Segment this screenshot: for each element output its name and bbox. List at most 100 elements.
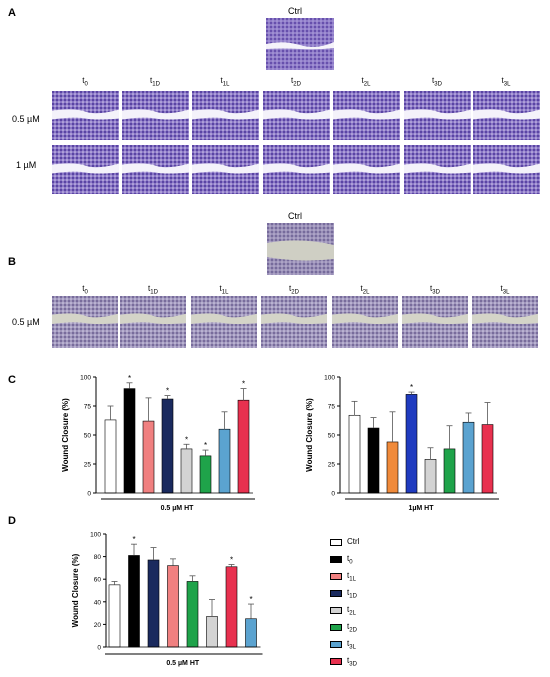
time-label-base: t bbox=[501, 76, 504, 85]
significance-marker: * bbox=[166, 387, 169, 396]
bar bbox=[481, 424, 494, 494]
time-label-sub: 1L bbox=[221, 289, 229, 296]
x-axis-label: 0.5 µM HT bbox=[166, 660, 200, 667]
legend-label-sub: 2D bbox=[349, 627, 357, 634]
bar bbox=[167, 565, 179, 648]
legend-item: Ctrl bbox=[330, 537, 359, 546]
time-label-base: t bbox=[360, 284, 363, 293]
bar bbox=[245, 618, 257, 648]
bar bbox=[104, 419, 117, 494]
y-tick-label: 80 bbox=[94, 554, 102, 561]
y-tick-label: 40 bbox=[94, 599, 102, 606]
micrograph-tile bbox=[191, 91, 259, 140]
micrograph-icon bbox=[332, 296, 398, 348]
significance-marker: * bbox=[204, 441, 207, 450]
time-label-sub: 3L bbox=[502, 289, 510, 296]
wound-gap bbox=[191, 109, 259, 120]
micrograph-tile bbox=[120, 296, 186, 348]
legend-label-sub: 3L bbox=[349, 644, 356, 651]
panel-a-ctrl-image bbox=[266, 18, 334, 70]
panel-d-chart: 0 20 40 60 80 100 Wound Closure (%) * * * 0.5 µM H… bbox=[71, 532, 263, 667]
wound-gap bbox=[191, 163, 259, 174]
wound-gap bbox=[332, 109, 400, 120]
time-label-sub: 0 bbox=[84, 289, 88, 296]
legend-swatch bbox=[330, 658, 342, 665]
y-tick-label: 50 bbox=[84, 433, 92, 440]
micrograph-tile bbox=[262, 145, 330, 194]
time-label-base: t bbox=[291, 76, 294, 85]
y-axis-label: Wound Closure (%) bbox=[61, 398, 70, 472]
bar bbox=[237, 399, 250, 494]
legend-swatch bbox=[330, 573, 342, 580]
legend-label: t0 bbox=[347, 554, 353, 566]
micrograph-icon bbox=[266, 18, 334, 70]
time-label: t2L bbox=[331, 76, 401, 88]
legend-label-sub: 3D bbox=[349, 661, 357, 668]
bar bbox=[206, 616, 218, 648]
significance-marker: * bbox=[185, 435, 188, 444]
panel-b-ctrl-image bbox=[267, 223, 334, 275]
micrograph-icon bbox=[121, 145, 189, 194]
time-label-base: t bbox=[361, 76, 364, 85]
bar bbox=[225, 566, 238, 648]
bar bbox=[405, 394, 418, 494]
micrograph-icon bbox=[51, 91, 119, 140]
legend-label-sub: 1D bbox=[349, 593, 357, 600]
time-label: t0 bbox=[50, 284, 120, 296]
wound-gap bbox=[472, 313, 538, 325]
significance-marker: * bbox=[410, 383, 413, 392]
legend-label-base: t bbox=[347, 571, 350, 580]
time-label: t3D bbox=[400, 284, 470, 296]
time-label-base: t bbox=[220, 76, 223, 85]
micrograph-icon bbox=[332, 145, 400, 194]
y-axis-label: Wound Closure (%) bbox=[71, 553, 80, 627]
wound-gap bbox=[51, 109, 119, 120]
legend-label-sub: 0 bbox=[349, 559, 353, 566]
wound-gap bbox=[402, 313, 468, 325]
significance-marker: * bbox=[249, 595, 252, 604]
micrograph-tile bbox=[51, 91, 119, 140]
legend-label-base: t bbox=[347, 605, 350, 614]
panel-d-label: D bbox=[8, 515, 16, 527]
legend-label: t2L bbox=[347, 605, 356, 617]
legend-label: t3D bbox=[347, 656, 357, 668]
panel-b-label: B bbox=[8, 256, 16, 268]
significance-marker: * bbox=[230, 556, 233, 565]
panel-a-row-label: 1 µM bbox=[16, 160, 37, 170]
micrograph-tile bbox=[472, 296, 538, 348]
micrograph-icon bbox=[267, 223, 334, 275]
micrograph-tile bbox=[472, 91, 540, 140]
panel-a-label: A bbox=[8, 7, 16, 19]
bar bbox=[128, 555, 140, 648]
legend-swatch bbox=[330, 624, 342, 631]
y-axis-label: Wound Closure (%) bbox=[305, 398, 314, 472]
legend-label: t2D bbox=[347, 622, 357, 634]
micrograph-icon bbox=[261, 296, 327, 348]
micrograph-icon bbox=[403, 145, 471, 194]
legend-item: t2L bbox=[330, 605, 356, 617]
bar bbox=[443, 448, 456, 494]
significance-marker: * bbox=[242, 380, 245, 389]
time-label-base: t bbox=[430, 284, 433, 293]
wound-gap bbox=[51, 163, 119, 174]
panel-c-chart-1uM: 0 25 50 75 100 Wound Closure (%) * 1µM HT bbox=[305, 375, 499, 512]
micrograph-icon bbox=[191, 91, 259, 140]
time-label-sub: 1D bbox=[150, 289, 158, 296]
y-tick-label: 0 bbox=[87, 491, 91, 498]
wound-gap bbox=[332, 163, 400, 174]
y-tick-label: 0 bbox=[97, 645, 101, 652]
time-label: t1L bbox=[189, 284, 259, 296]
wound-gap bbox=[261, 313, 327, 325]
wound-gap bbox=[472, 109, 540, 120]
bar bbox=[386, 441, 399, 494]
legend-label-base: t bbox=[347, 554, 350, 563]
legend-item: t1D bbox=[330, 588, 357, 600]
time-label-sub: 1D bbox=[152, 81, 160, 88]
time-label-base: t bbox=[500, 284, 503, 293]
time-label: t1D bbox=[118, 284, 188, 296]
legend-swatch bbox=[330, 641, 342, 648]
bar bbox=[199, 455, 212, 494]
bar bbox=[147, 559, 160, 648]
legend-swatch bbox=[330, 556, 342, 563]
